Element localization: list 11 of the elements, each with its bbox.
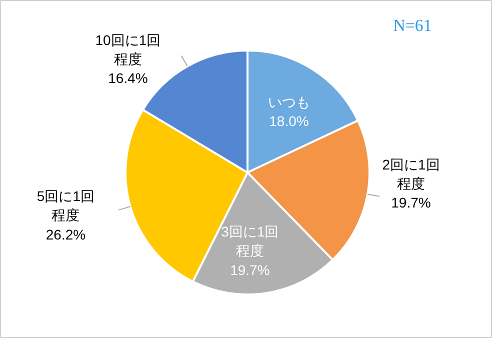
data-label: 19.7% [391, 194, 431, 211]
text: N=61 [393, 16, 432, 35]
slice-label: 10回に1回程度 [95, 32, 161, 68]
slice-label: 3回に1回程度 [221, 223, 279, 259]
slice-label: いつも [268, 94, 310, 110]
data-label: 26.2% [46, 226, 86, 242]
data-label: 19.7% [230, 262, 270, 278]
slice-label: 5回に1回程度 [36, 188, 95, 224]
slice-label: 2回に1回程度 [382, 156, 440, 192]
data-label: 16.4% [108, 70, 148, 86]
data-label: 18.0% [269, 113, 309, 130]
